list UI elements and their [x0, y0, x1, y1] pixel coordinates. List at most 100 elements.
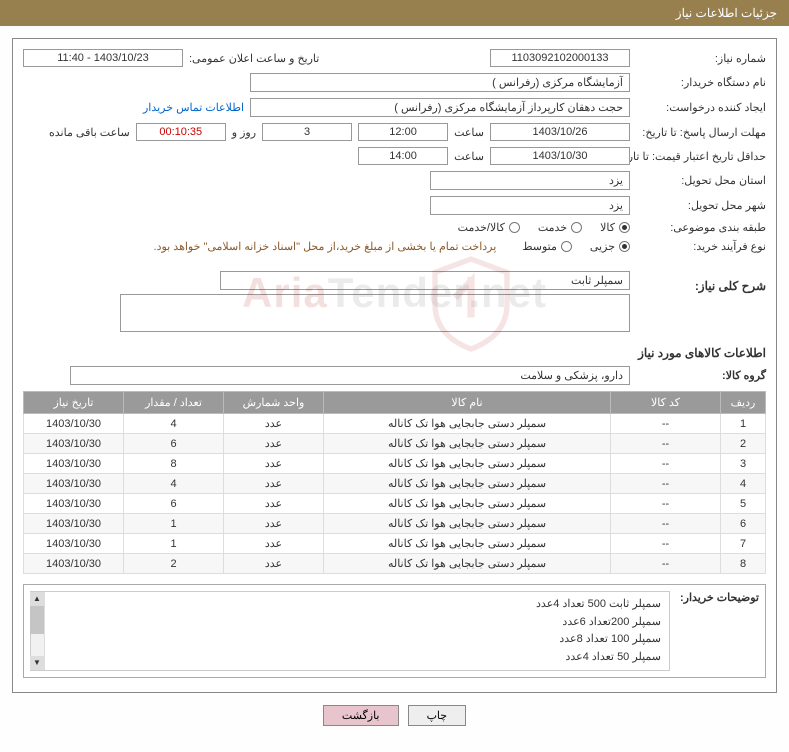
buyer-org-label: نام دستگاه خریدار:	[636, 76, 766, 89]
table-cell: عدد	[224, 514, 324, 534]
remaining-time: 00:10:35	[136, 123, 226, 141]
table-cell: 6	[721, 514, 766, 534]
table-cell: 1403/10/30	[24, 534, 124, 554]
row-deadline: مهلت ارسال پاسخ: تا تاریخ: 1403/10/26 سا…	[23, 123, 766, 141]
need-number-label: شماره نیاز:	[636, 52, 766, 65]
radio-dot-icon	[509, 222, 520, 233]
scrollbar[interactable]: ▲ ▼	[31, 592, 45, 670]
back-button[interactable]: بازگشت	[323, 705, 399, 726]
desc-label: توضیحات خریدار:	[680, 591, 759, 671]
panel-title: جزئیات اطلاعات نیاز	[676, 6, 777, 20]
scroll-up-icon[interactable]: ▲	[30, 592, 44, 606]
table-cell: 1403/10/30	[24, 554, 124, 574]
table-row: 8--سمپلر دستی جابجایی هوا تک کانالهعدد21…	[24, 554, 766, 574]
table-cell: 1403/10/30	[24, 454, 124, 474]
table-cell: عدد	[224, 534, 324, 554]
summary-wrap: سمپلر ثابت	[120, 271, 630, 338]
row-requester: ایجاد کننده درخواست: حجت دهقان کارپرداز …	[23, 98, 766, 117]
radio-dot-icon	[619, 222, 630, 233]
radio-small[interactable]: جزیی	[590, 240, 630, 253]
table-row: 4--سمپلر دستی جابجایی هوا تک کانالهعدد41…	[24, 474, 766, 494]
row-province: استان محل تحویل: یزد	[23, 171, 766, 190]
radio-dot-icon	[571, 222, 582, 233]
category-label: طبقه بندی موضوعی:	[636, 221, 766, 234]
process-label: نوع فرآیند خرید:	[636, 240, 766, 253]
table-cell: سمپلر دستی جابجایی هوا تک کاناله	[324, 534, 611, 554]
desc-line: سمپلر 100 تعداد 8عدد	[57, 631, 661, 649]
deadline-date: 1403/10/26	[490, 123, 630, 141]
desc-line: سمپلر 50 تعداد 4عدد	[57, 649, 661, 667]
table-cell: 8	[721, 554, 766, 574]
row-city: شهر محل تحویل: یزد	[23, 196, 766, 215]
table-cell: عدد	[224, 554, 324, 574]
radio-dot-icon	[561, 241, 572, 252]
radio-goods-service[interactable]: کالا/خدمت	[458, 221, 520, 234]
city-label: شهر محل تحویل:	[636, 199, 766, 212]
table-cell: 6	[124, 494, 224, 514]
panel-header: جزئیات اطلاعات نیاز	[0, 0, 789, 26]
table-cell: 6	[124, 434, 224, 454]
remaining-days: 3	[262, 123, 352, 141]
summary-label: شرح کلی نیاز:	[636, 279, 766, 293]
row-process: نوع فرآیند خرید: جزیی متوسط پرداخت تمام …	[23, 240, 766, 253]
province-label: استان محل تحویل:	[636, 174, 766, 187]
table-cell: عدد	[224, 474, 324, 494]
desc-content[interactable]: ▲ ▼ سمپلر ثابت 500 تعداد 4عددسمپلر 200تع…	[30, 591, 670, 671]
radio-goods[interactable]: کالا	[600, 221, 630, 234]
radio-service-label: خدمت	[538, 221, 567, 234]
th-name: نام کالا	[324, 392, 611, 414]
scroll-down-icon[interactable]: ▼	[30, 656, 44, 670]
table-cell: سمپلر دستی جابجایی هوا تک کاناله	[324, 414, 611, 434]
group-value: دارو، پزشکی و سلامت	[70, 366, 630, 385]
requester-value: حجت دهقان کارپرداز آزمایشگاه مرکزی (رفرا…	[250, 98, 630, 117]
table-cell: 1403/10/30	[24, 434, 124, 454]
buyer-org-value: آزمایشگاه مرکزی (رفرانس )	[250, 73, 630, 92]
table-cell: 4	[124, 414, 224, 434]
table-row: 1--سمپلر دستی جابجایی هوا تک کانالهعدد41…	[24, 414, 766, 434]
radio-service[interactable]: خدمت	[538, 221, 582, 234]
table-header-row: ردیف کد کالا نام کالا واحد شمارش تعداد /…	[24, 392, 766, 414]
table-cell: --	[611, 514, 721, 534]
table-cell: 1403/10/30	[24, 474, 124, 494]
desc-line: سمپلر ثابت 500 تعداد 4عدد	[57, 596, 661, 614]
radio-medium[interactable]: متوسط	[522, 240, 572, 253]
time-label-1: ساعت	[454, 126, 484, 139]
table-cell: 4	[721, 474, 766, 494]
row-buyer-org: نام دستگاه خریدار: آزمایشگاه مرکزی (رفرا…	[23, 73, 766, 92]
table-cell: 1403/10/30	[24, 414, 124, 434]
contact-buyer-link[interactable]: اطلاعات تماس خریدار	[143, 101, 244, 114]
table-row: 3--سمپلر دستی جابجایی هوا تک کانالهعدد81…	[24, 454, 766, 474]
summary-textarea[interactable]	[120, 294, 630, 332]
items-section-title: اطلاعات کالاهای مورد نیاز	[23, 346, 766, 360]
table-cell: --	[611, 474, 721, 494]
table-cell: سمپلر دستی جابجایی هوا تک کاناله	[324, 554, 611, 574]
table-cell: عدد	[224, 414, 324, 434]
table-cell: 7	[721, 534, 766, 554]
row-category: طبقه بندی موضوعی: کالا خدمت کالا/خدمت	[23, 221, 766, 234]
table-cell: سمپلر دستی جابجایی هوا تک کاناله	[324, 454, 611, 474]
print-button[interactable]: چاپ	[408, 705, 467, 726]
buyer-desc-area: توضیحات خریدار: ▲ ▼ سمپلر ثابت 500 تعداد…	[23, 584, 766, 678]
scroll-thumb[interactable]	[30, 606, 44, 634]
table-cell: 2	[721, 434, 766, 454]
table-cell: عدد	[224, 494, 324, 514]
table-cell: 4	[124, 474, 224, 494]
table-row: 6--سمپلر دستی جابجایی هوا تک کانالهعدد11…	[24, 514, 766, 534]
table-cell: --	[611, 434, 721, 454]
desc-lines: سمپلر ثابت 500 تعداد 4عددسمپلر 200تعداد …	[57, 596, 661, 666]
summary-value: سمپلر ثابت	[220, 271, 630, 290]
table-cell: عدد	[224, 454, 324, 474]
table-cell: 5	[721, 494, 766, 514]
row-need-number: شماره نیاز: 1103092102000133 تاریخ و ساع…	[23, 49, 766, 67]
validity-label: حداقل تاریخ اعتبار قیمت: تا تاریخ:	[636, 150, 766, 163]
table-cell: 1	[124, 514, 224, 534]
validity-time: 14:00	[358, 147, 448, 165]
items-table: ردیف کد کالا نام کالا واحد شمارش تعداد /…	[23, 391, 766, 574]
desc-line: سمپلر 200تعداد 6عدد	[57, 614, 661, 632]
table-cell: سمپلر دستی جابجایی هوا تک کاناله	[324, 514, 611, 534]
announce-date-value: 1403/10/23 - 11:40	[23, 49, 183, 67]
table-row: 2--سمپلر دستی جابجایی هوا تک کانالهعدد61…	[24, 434, 766, 454]
radio-small-label: جزیی	[590, 240, 615, 253]
announce-date-label: تاریخ و ساعت اعلان عمومی:	[189, 52, 319, 65]
row-summary: شرح کلی نیاز: سمپلر ثابت	[23, 271, 766, 338]
